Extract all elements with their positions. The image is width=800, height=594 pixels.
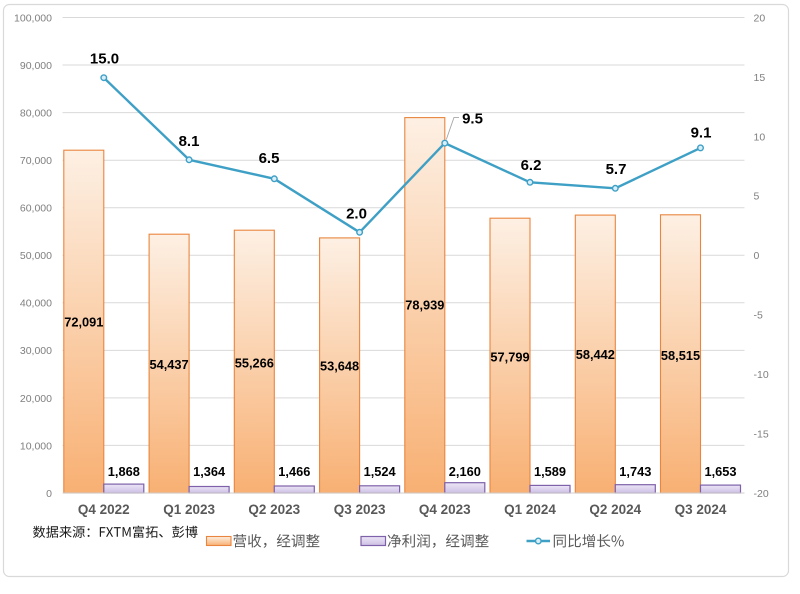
svg-text:30,000: 30,000: [20, 345, 52, 357]
svg-text:100,000: 100,000: [14, 12, 52, 24]
svg-text:Q4 2022: Q4 2022: [78, 502, 130, 517]
svg-text:5: 5: [754, 191, 760, 203]
svg-text:Q2 2024: Q2 2024: [589, 502, 641, 517]
svg-text:58,515: 58,515: [661, 348, 700, 363]
svg-text:-15: -15: [754, 429, 769, 441]
svg-text:Q2 2023: Q2 2023: [248, 502, 300, 517]
svg-text:1,589: 1,589: [534, 464, 566, 479]
svg-text:50,000: 50,000: [20, 250, 52, 262]
svg-text:0: 0: [46, 488, 52, 500]
svg-text:2.0: 2.0: [346, 206, 367, 223]
svg-text:15.0: 15.0: [90, 51, 119, 68]
svg-text:1,524: 1,524: [364, 464, 397, 479]
svg-text:9.1: 9.1: [691, 125, 712, 142]
svg-text:5.7: 5.7: [606, 161, 627, 178]
svg-text:58,442: 58,442: [576, 347, 615, 362]
svg-text:90,000: 90,000: [20, 60, 52, 72]
svg-text:1,653: 1,653: [704, 464, 736, 479]
svg-text:53,648: 53,648: [320, 359, 359, 374]
svg-text:20,000: 20,000: [20, 393, 52, 405]
svg-text:57,799: 57,799: [490, 350, 529, 365]
svg-text:6.5: 6.5: [259, 150, 280, 167]
svg-text:-20: -20: [754, 488, 769, 500]
svg-text:9.5: 9.5: [462, 111, 483, 128]
svg-text:1,868: 1,868: [108, 464, 140, 479]
svg-text:1,466: 1,466: [278, 464, 310, 479]
svg-text:10,000: 10,000: [20, 440, 52, 452]
svg-text:2,160: 2,160: [449, 464, 481, 479]
svg-text:54,437: 54,437: [150, 357, 189, 372]
svg-text:80,000: 80,000: [20, 108, 52, 120]
svg-text:55,266: 55,266: [235, 356, 274, 371]
svg-text:15: 15: [754, 72, 766, 84]
svg-text:78,939: 78,939: [405, 298, 444, 313]
svg-text:6.2: 6.2: [521, 157, 542, 174]
svg-text:Q1 2023: Q1 2023: [163, 502, 215, 517]
svg-text:-10: -10: [754, 369, 769, 381]
svg-text:10: 10: [754, 131, 766, 143]
svg-text:Q3 2023: Q3 2023: [334, 502, 386, 517]
svg-text:Q3 2024: Q3 2024: [675, 502, 727, 517]
svg-text:0: 0: [754, 250, 760, 262]
svg-text:Q4 2023: Q4 2023: [419, 502, 471, 517]
svg-text:70,000: 70,000: [20, 155, 52, 167]
svg-text:60,000: 60,000: [20, 203, 52, 215]
svg-text:-5: -5: [754, 310, 763, 322]
svg-text:40,000: 40,000: [20, 298, 52, 310]
svg-text:72,091: 72,091: [64, 315, 103, 330]
svg-text:20: 20: [754, 12, 766, 24]
svg-text:1,743: 1,743: [619, 464, 651, 479]
svg-text:1,364: 1,364: [193, 464, 226, 479]
svg-text:Q1 2024: Q1 2024: [504, 502, 556, 517]
svg-text:8.1: 8.1: [179, 133, 200, 150]
